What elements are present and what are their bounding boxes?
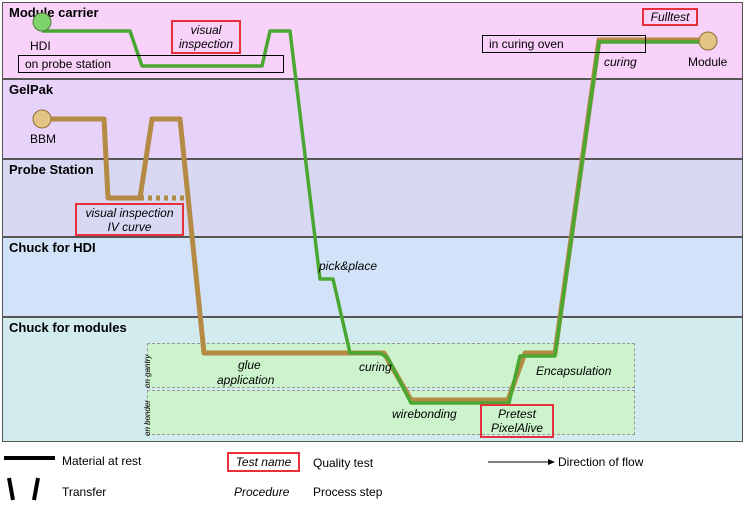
vi-iv-curve-test: visual inspection IV curve [75,203,184,236]
test-line: inspection [178,37,234,51]
visual-inspection-test: visual inspection [171,20,241,54]
legend-direction: Direction of flow [558,455,644,469]
lane-title: Chuck for modules [9,320,127,335]
module-node [698,31,718,51]
hdi-node [32,12,52,32]
hdi-label: HDI [30,39,51,53]
probe-station-location-box: on probe station [18,55,284,73]
bbm-node [32,109,52,129]
lane-chuck-hdi: Chuck for HDI [2,237,743,317]
legend-procedure: Procedure [234,485,290,499]
pretest-pixelalive-test: Pretest PixelAlive [480,404,554,438]
legend-material: Material at rest [62,454,142,468]
test-line: visual [190,23,222,37]
transfer-icon-left [7,477,15,501]
lane-gelpak: GelPak [2,79,743,159]
hdi-flow-line [42,29,708,405]
curing-oven-location-box: in curing oven [482,35,646,53]
legend-process: Process step [313,485,383,499]
curing-top-label: curing [604,55,637,69]
arrowhead-icon [548,459,555,465]
encapsulation-label: Encapsulation [536,364,612,378]
test-line: Pretest [497,407,536,421]
pick-place-label: pick&place [319,259,378,273]
module-label: Module [688,55,728,69]
test-line: IV curve [107,220,152,234]
bbm-label: BBM [30,132,57,146]
lane-title: Probe Station [9,162,94,177]
glue-label: glue [238,358,261,372]
test-line: PixelAlive [490,421,544,435]
wirebonding-label: wirebonding [392,407,457,421]
lane-title: Chuck for HDI [9,240,96,255]
lane-title: Module carrier [9,5,99,20]
fulltest-test: Fulltest [642,8,698,26]
application-label: application [217,373,275,387]
lane-title: GelPak [9,82,54,97]
legend-quality: Quality test [313,456,374,470]
legend-test-name: Test name [227,452,300,472]
legend-transfer: Transfer [62,485,107,499]
curing-label: curing [359,360,392,374]
test-line: visual inspection [85,206,174,220]
transfer-icon-right [32,477,40,501]
